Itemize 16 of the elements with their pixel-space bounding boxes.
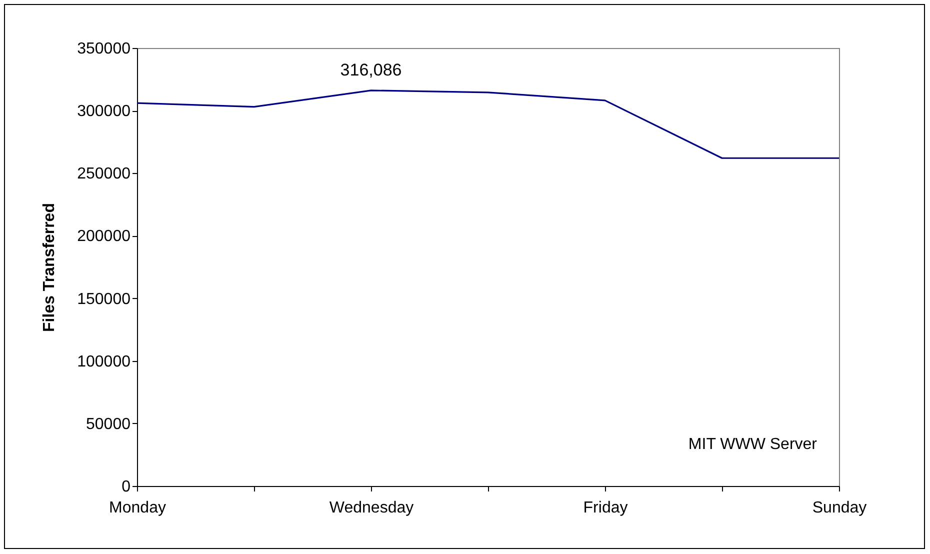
x-tick-label: Friday <box>583 500 628 516</box>
y-tick-label: 100000 <box>77 353 131 370</box>
x-tick-label: Sunday <box>812 500 867 516</box>
y-tick-label: 50000 <box>86 416 131 433</box>
x-tick-label: Wednesday <box>329 500 414 516</box>
y-axis-title: Files Transferred <box>41 203 58 332</box>
y-tick-label: 350000 <box>77 40 131 58</box>
x-tick-label: Monday <box>109 500 166 516</box>
line-series <box>136 90 840 159</box>
y-tick-label: 150000 <box>77 290 131 308</box>
y-tick-label: 200000 <box>77 228 131 246</box>
data-label: 316,086 <box>340 60 402 80</box>
y-tick-label: 300000 <box>77 103 131 120</box>
annotation: MIT WWW Server <box>688 436 818 453</box>
y-tick-label: 250000 <box>77 166 131 183</box>
y-tick-label: 0 <box>122 478 131 496</box>
